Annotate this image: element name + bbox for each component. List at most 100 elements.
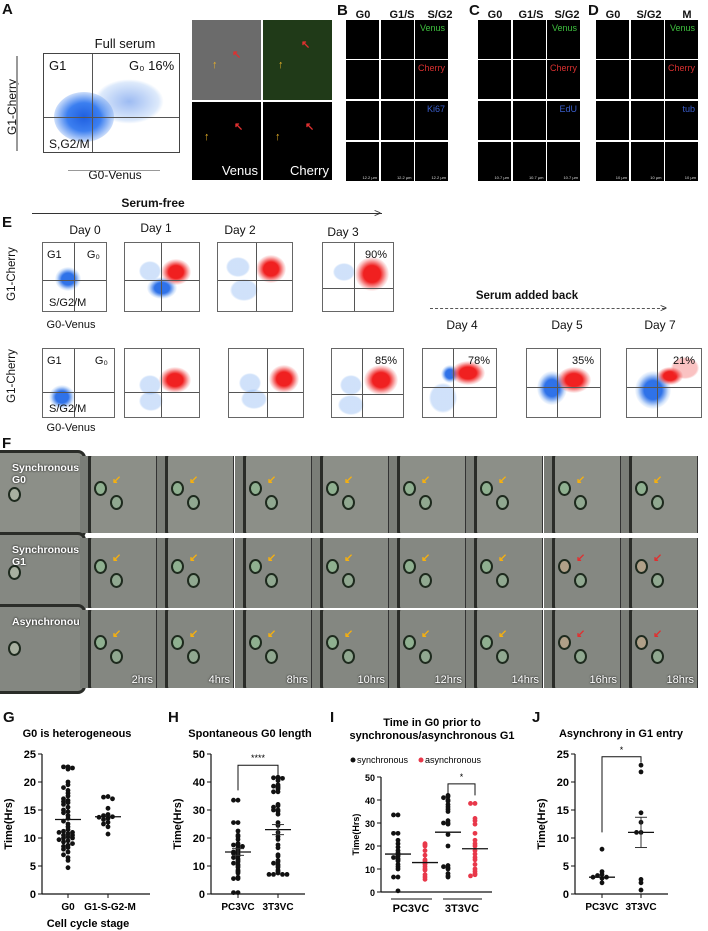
micrograph-c-r0c1 [512, 20, 546, 59]
cell-arrow-icon: ↙ [421, 473, 431, 486]
svg-text:5: 5 [30, 861, 36, 873]
micrograph-d-r1c2: Cherry [665, 60, 698, 99]
svg-text:asynchronous: asynchronous [425, 755, 482, 765]
svg-text:5: 5 [563, 861, 569, 873]
micrograph-b-r2c2: Ki67 [415, 101, 448, 140]
flow-plot: G1 G₀ S/G2/M [42, 242, 107, 312]
x-axis-arrow [68, 170, 160, 171]
e-ylabel-top: G1-Cherry [6, 247, 18, 301]
panel-a-ylabel: G1-Cherry [5, 79, 19, 136]
panel-label-g: G [3, 709, 15, 726]
micrograph-phase: ↑ ↖ [192, 20, 261, 100]
cell-arrow-icon: ↙ [576, 552, 586, 564]
svg-text:PC3VC: PC3VC [221, 902, 254, 913]
svg-text:PC3VC: PC3VC [585, 902, 618, 913]
micrograph-b-r3c2: 12.2 µm [415, 142, 448, 181]
micrograph-b-r0c0 [346, 20, 379, 59]
quadrant-label: G1 [47, 355, 62, 367]
micrograph-b-r3c0: 12.2 µm [346, 142, 379, 181]
svg-text:20: 20 [365, 842, 375, 852]
flow-plot [228, 348, 304, 418]
flow-plot [124, 242, 200, 312]
col-header: S/G2 [427, 9, 453, 21]
channel-label: Venus [669, 23, 695, 33]
svg-text:Cell cycle stage: Cell cycle stage [47, 918, 130, 930]
flow-plot: 78% [422, 348, 497, 418]
time-label: 8hrs [286, 674, 308, 686]
col-header: M [682, 9, 692, 21]
flow-plot: 90% [322, 242, 394, 312]
time-label: 4hrs [208, 674, 230, 686]
flow-plot [124, 348, 200, 418]
g0-percent: 85% [374, 355, 397, 367]
micrograph-d-r1c1 [630, 60, 664, 99]
cell-arrow-icon: ↙ [112, 628, 122, 640]
col-header: S/G2 [554, 9, 580, 21]
micrograph-c-r2c1 [512, 101, 546, 140]
svg-text:synchronous/asynchronous G1: synchronous/asynchronous G1 [349, 730, 514, 742]
panel-label-f: F [2, 435, 12, 452]
micrograph-b-r2c0 [346, 101, 379, 140]
channel-label: Venus [419, 23, 445, 33]
day-label: Day 3 [327, 225, 359, 239]
timelapse-frame: ↙ [235, 538, 312, 608]
cell-arrow-icon: ↙ [421, 552, 431, 564]
svg-text:3T3VC: 3T3VC [625, 902, 656, 913]
timelapse-frame: ↙ [466, 538, 543, 608]
e-xlabel-bottom: G0-Venus [46, 422, 96, 434]
scale-bar-label: 10.7 µm [563, 175, 578, 180]
timelapse-frame: ↙ 14hrs [466, 610, 543, 688]
micrograph-c-r3c2: 10.7 µm [547, 142, 580, 181]
dot-plots: G0 is heterogeneous 0 5 10 15 20 25 Time(Hrs) G0… [3, 717, 684, 930]
svg-text:0: 0 [370, 888, 375, 898]
svg-text:*: * [460, 772, 464, 782]
micrograph-c-r1c1 [512, 60, 546, 99]
svg-text:Spontaneous G0 length: Spontaneous G0 length [188, 728, 312, 740]
cell-arrow-icon: ↙ [344, 552, 354, 564]
scale-bar-label: 10 µm [684, 175, 696, 180]
panel-a-xlabel: G0-Venus [88, 168, 142, 182]
micrograph-c-r3c0: 10.7 µm [478, 142, 511, 181]
col-header: G0 [487, 9, 503, 21]
panel-label-d: D [588, 2, 599, 19]
scale-bar-label: 12.2 µm [396, 175, 412, 180]
micrograph-cherry: ↑ ↖ Cherry [263, 102, 332, 180]
micrograph-b-r3c1: 12.2 µm [380, 142, 414, 181]
svg-text:20: 20 [557, 777, 569, 789]
channel-label: Ki67 [426, 104, 445, 114]
day-label: Day 5 [551, 318, 583, 332]
micrograph-d-r0c0 [596, 20, 629, 59]
timelapse-frame: ↙ 12hrs [389, 610, 466, 688]
timelapse-frame: ↙ [544, 456, 621, 533]
y-axis-arrow [16, 56, 18, 151]
timelapse-frame: ↙ 18hrs [621, 610, 698, 688]
flow-plot: 21% [626, 348, 702, 418]
time-label: 12hrs [434, 674, 462, 686]
panel-label-c: C [469, 2, 480, 19]
g0-percent: 35% [571, 355, 594, 367]
micrograph-d-r3c1: 10 µm [630, 142, 664, 181]
timelapse-frame: ↙ [621, 456, 698, 533]
panel-a-title: Full serum [94, 36, 156, 51]
cell-arrow-icon: ↙ [498, 473, 508, 486]
scale-bar-label: 10 µm [615, 175, 627, 180]
flow-plot-full-serum: G1 G₀ 16% S,G2/M [43, 53, 180, 153]
serum-added-arrow [430, 308, 665, 309]
svg-text:30: 30 [193, 805, 205, 817]
channel-label: Cherry [549, 63, 577, 73]
panel-label-i: I [330, 709, 335, 726]
flow-plot: G1 G₀ S/G2/M [42, 348, 115, 418]
svg-text:10: 10 [365, 865, 375, 875]
timelapse-frame: ↙ 16hrs [544, 610, 621, 688]
col-header: G0 [605, 9, 621, 21]
micrograph-b-r1c0 [346, 60, 379, 99]
time-label: 14hrs [511, 674, 539, 686]
day-label: Day 7 [644, 318, 676, 332]
panel-label-h: H [168, 709, 179, 726]
flow-plot: 35% [526, 348, 601, 418]
micrograph-d-r2c1 [630, 101, 664, 140]
scale-bar-label: 12.2 µm [362, 175, 377, 180]
svg-text:Time(Hrs): Time(Hrs) [172, 798, 184, 849]
micrograph-c-r1c0 [478, 60, 511, 99]
channel-label: EdU [559, 104, 577, 114]
